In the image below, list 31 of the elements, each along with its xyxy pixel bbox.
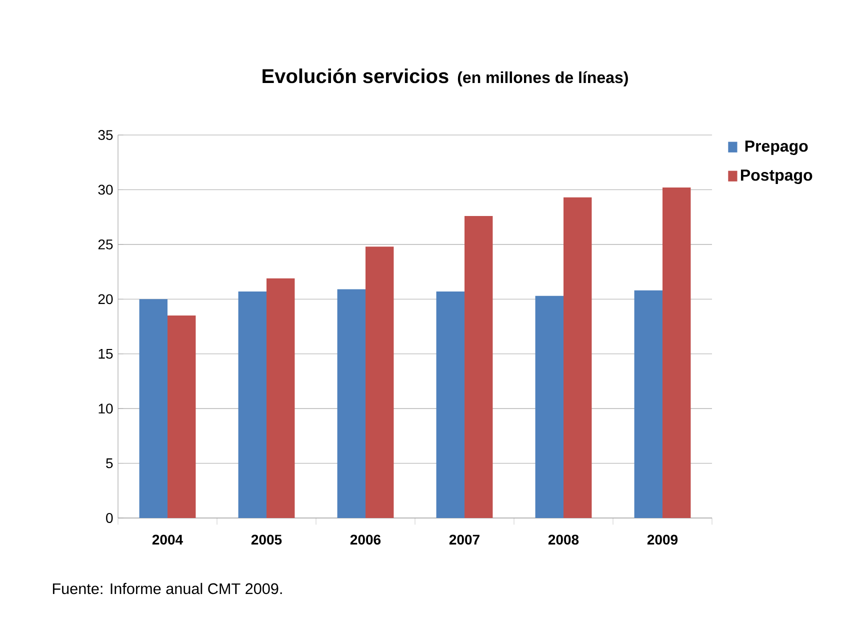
x-tick-label: 2008 — [548, 534, 579, 545]
y-tick-label: 25 — [98, 239, 113, 250]
y-tick-label: 35 — [98, 130, 113, 140]
bar — [564, 197, 592, 518]
bar — [634, 290, 662, 518]
bar — [436, 291, 464, 518]
x-tick-label: 2007 — [449, 534, 480, 545]
chart-subtitle: (en millones de líneas) — [458, 71, 628, 86]
x-tick-label: 2004 — [152, 534, 183, 545]
chart-title: Evolución servicios — [262, 68, 448, 84]
x-tick-label: 2005 — [251, 534, 282, 545]
legend-label: Postpago — [740, 170, 812, 184]
y-tick-label: 5 — [106, 458, 113, 468]
source-note: Fuente: Informe anual CMT 2009. — [52, 582, 282, 594]
y-tick-label: 10 — [98, 404, 113, 414]
legend-label: Prepago — [745, 140, 808, 155]
x-tick-label: 2009 — [647, 534, 678, 545]
bar — [662, 188, 691, 518]
y-tick-label: 30 — [98, 184, 113, 195]
y-tick-label: 15 — [98, 348, 113, 359]
y-tick-label: 20 — [98, 294, 113, 304]
bar — [168, 316, 196, 518]
bar — [535, 296, 564, 518]
x-tick-label: 2006 — [350, 534, 381, 545]
bar — [139, 299, 168, 518]
bar — [266, 278, 295, 518]
y-tick-label: 0 — [106, 513, 113, 523]
bar — [464, 216, 493, 518]
bar — [337, 289, 366, 518]
bar — [238, 291, 266, 518]
bar — [366, 246, 394, 518]
